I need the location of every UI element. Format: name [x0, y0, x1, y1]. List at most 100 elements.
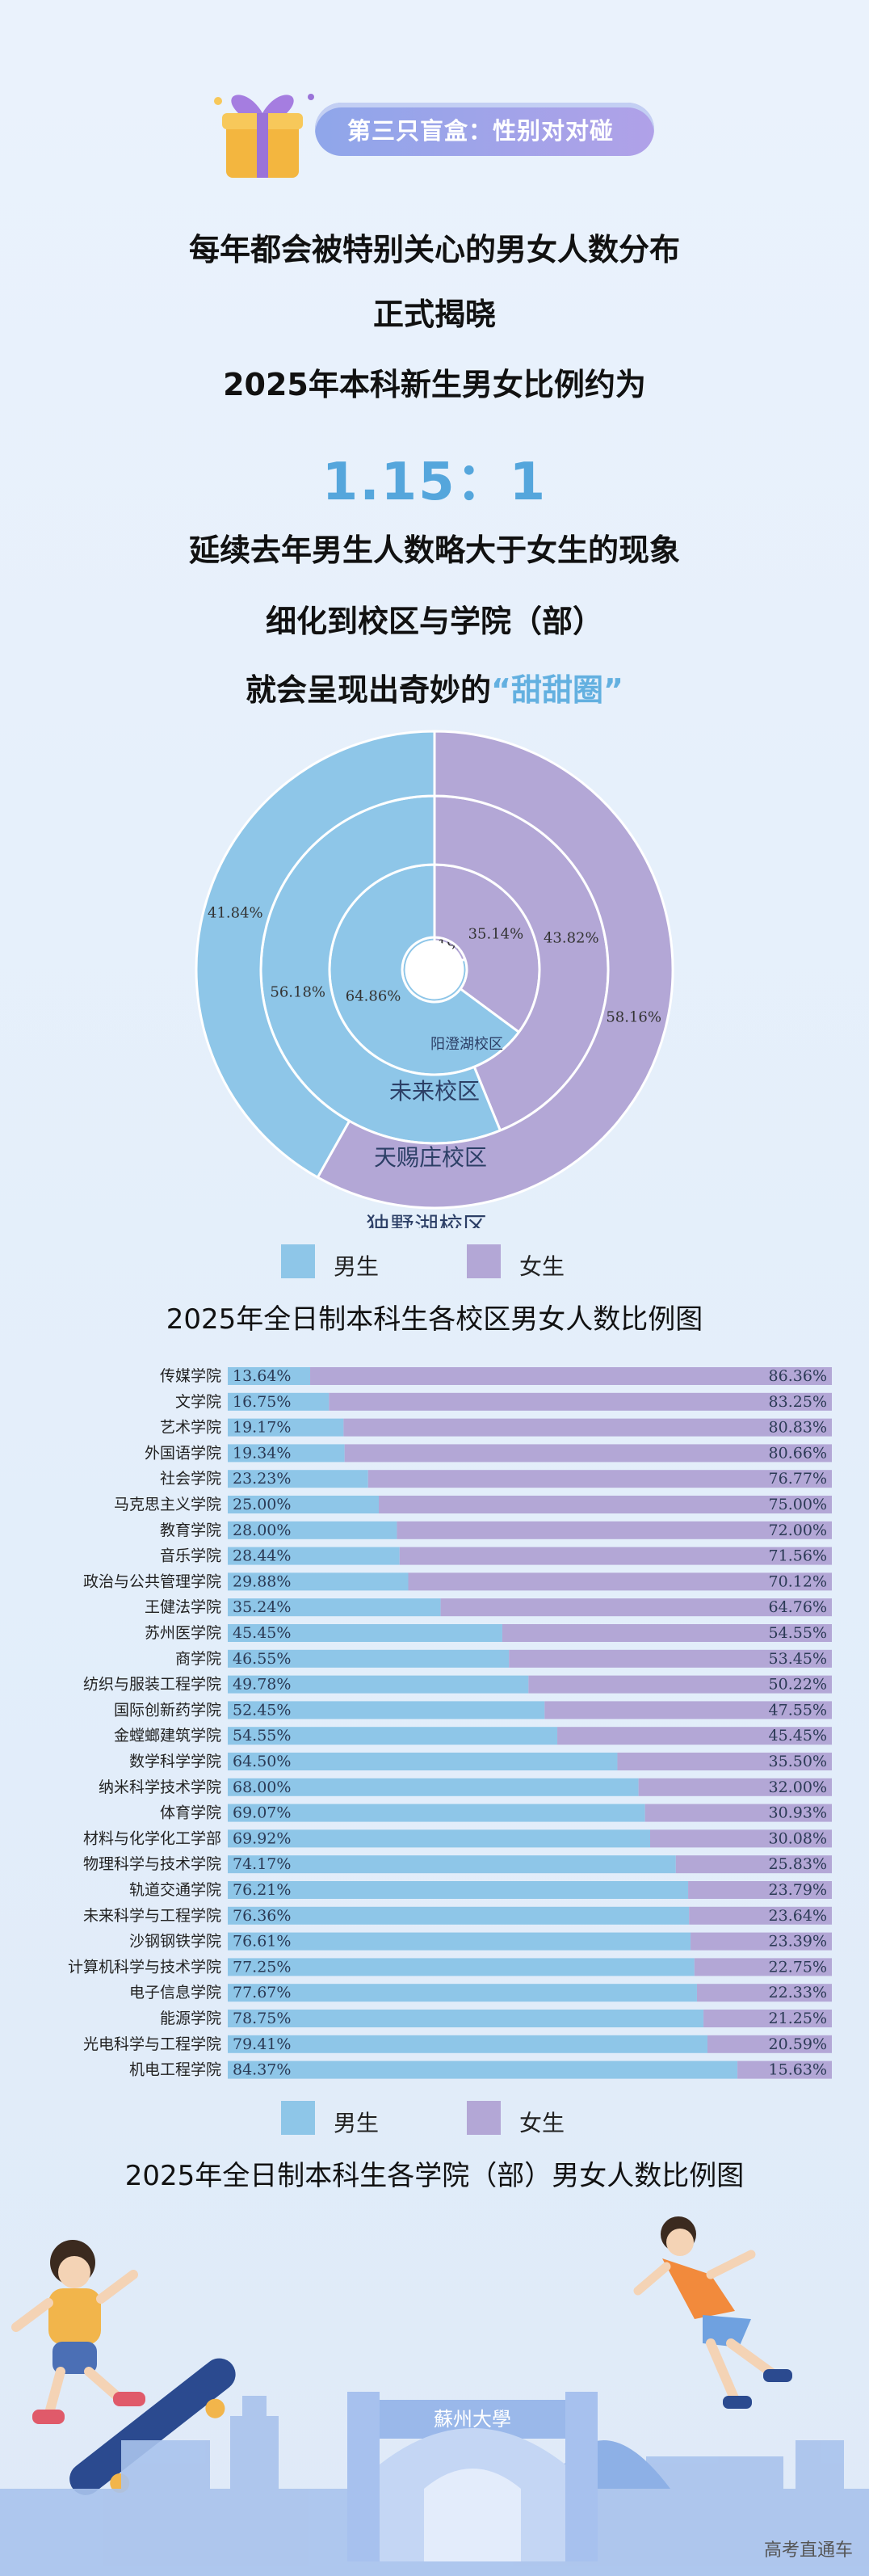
- category-label: 艺术学院: [160, 1419, 221, 1437]
- category-label: 教育学院: [160, 1522, 221, 1539]
- bar-label-male: 78.75%: [233, 2010, 291, 2027]
- bar-female: [694, 1958, 832, 1976]
- bar-row: 机电工程学院 84.37% 15.63%: [129, 2060, 832, 2079]
- category-label: 音乐学院: [160, 1547, 221, 1565]
- bar-female: [617, 1753, 832, 1770]
- bar-row: 未来科学与工程学院 76.36% 23.64%: [83, 1906, 832, 1925]
- donut-label-male: 64.86%: [346, 987, 401, 1004]
- category-label: 王健法学院: [145, 1598, 221, 1616]
- bar-row: 沙钢钢铁学院 76.61% 23.39%: [129, 1932, 832, 1951]
- category-label: 沙钢钢铁学院: [129, 1933, 221, 1951]
- bar-female: [379, 1496, 832, 1513]
- bar-label-male: 29.88%: [233, 1572, 291, 1590]
- bar-row: 电子信息学院 77.67% 22.33%: [129, 1984, 832, 2002]
- intro-line-5: 细化到校区与学院（部）: [265, 604, 603, 639]
- bar-row: 材料与化学化工学部 69.92% 30.08%: [83, 1829, 832, 1848]
- bar-male: [228, 1932, 691, 1951]
- bar-female: [509, 1649, 832, 1668]
- bar-male: [228, 1829, 651, 1848]
- bar-male: [228, 1392, 330, 1411]
- bar-female: [344, 1444, 832, 1463]
- donut-slice-female: [316, 730, 674, 1210]
- bar-male: [228, 1778, 639, 1796]
- bar-female: [696, 1984, 832, 2002]
- intro-line-6-text: 就会呈现出奇妙的: [246, 672, 492, 708]
- bar-label-female: 23.39%: [769, 1933, 827, 1951]
- bar-row: 纳米科学技术学院 68.00% 32.00%: [99, 1778, 832, 1796]
- bar-male: [228, 2035, 707, 2053]
- bar-row: 纺织与服装工程学院 49.78% 50.22%: [83, 1675, 832, 1694]
- bar-row: 马克思主义学院 25.00% 75.00%: [114, 1496, 832, 1513]
- banner-label: 第三只盲盒：性别对对碰: [347, 117, 615, 145]
- bar-label-male: 46.55%: [233, 1650, 291, 1668]
- bar-female: [688, 1881, 832, 1899]
- bar-label-male: 19.34%: [233, 1444, 291, 1462]
- bar-row: 轨道交通学院 76.21% 23.79%: [129, 1881, 832, 1899]
- bar-row: 能源学院 78.75% 21.25%: [160, 2010, 832, 2027]
- bar-female: [544, 1701, 832, 1719]
- bar-label-male: 49.78%: [233, 1676, 291, 1694]
- bar-label-female: 80.83%: [769, 1419, 827, 1437]
- gate-sign: 蘇州大學: [434, 2408, 511, 2431]
- bar-female: [691, 1932, 832, 1951]
- bar-male: [228, 1572, 409, 1591]
- bar-male: [228, 1701, 545, 1719]
- bar-label-female: 20.59%: [769, 2035, 827, 2053]
- bar-male: [228, 1906, 690, 1925]
- runner-illustration: [633, 2216, 792, 2409]
- bar-label-female: 32.00%: [769, 1778, 827, 1796]
- donut-ring-name: 阳澄湖校区: [430, 1036, 503, 1053]
- bar-label-female: 23.64%: [769, 1907, 827, 1925]
- bar-label-male: 28.00%: [233, 1522, 291, 1539]
- bar-row: 商学院 46.55% 53.45%: [175, 1649, 832, 1668]
- category-label: 机电工程学院: [129, 2061, 221, 2079]
- bar-female: [707, 2035, 832, 2053]
- category-label: 纺织与服装工程学院: [83, 1676, 221, 1694]
- bar-female: [399, 1547, 832, 1565]
- bar-label-male: 64.50%: [233, 1753, 291, 1770]
- bar-male: [228, 1470, 368, 1488]
- bar-female: [310, 1367, 832, 1385]
- category-label: 未来科学与工程学院: [83, 1907, 221, 1925]
- category-label: 计算机科学与技术学院: [68, 1958, 221, 1976]
- bar-female: [367, 1470, 833, 1488]
- bar-chart-title: 2025年全日制本科生各学院（部）男女人数比例图: [124, 2160, 745, 2192]
- intro-line-6: 就会呈现出奇妙的“甜甜圈”: [0, 665, 869, 709]
- bar-label-male: 69.92%: [233, 1829, 291, 1847]
- bar-label-female: 76.77%: [769, 1470, 827, 1488]
- skateboarder-illustration: [11, 2240, 236, 2495]
- donut-slice-male: [195, 730, 436, 1180]
- bar-label-female: 75.00%: [769, 1496, 827, 1513]
- bar-male: [228, 1855, 676, 1874]
- category-label: 政治与公共管理学院: [83, 1572, 221, 1590]
- bar-label-male: 76.21%: [233, 1881, 291, 1899]
- bar-female: [675, 1855, 832, 1874]
- bar-label-female: 30.93%: [769, 1804, 827, 1822]
- category-label: 外国语学院: [145, 1444, 221, 1462]
- category-label: 物理科学与技术学院: [83, 1855, 221, 1873]
- bar-row: 外国语学院 19.34% 80.66%: [145, 1444, 832, 1463]
- college-bar-chart: 传媒学院 13.64% 86.36% 文学院 16.75% 83.25% 艺术学院 19.17…: [68, 1367, 833, 2079]
- category-label: 传媒学院: [160, 1367, 221, 1385]
- bar-male: [228, 2060, 738, 2079]
- bar-label-male: 19.17%: [233, 1419, 291, 1437]
- legend-female-label: 女生: [519, 1253, 565, 1280]
- bar-male: [228, 2010, 704, 2027]
- bar-male: [228, 1496, 379, 1513]
- bar-label-female: 45.45%: [769, 1727, 827, 1745]
- donut-label-male: 56.18%: [270, 983, 325, 1000]
- bar-label-male: 16.75%: [233, 1393, 291, 1411]
- bar-label-female: 22.75%: [769, 1958, 827, 1976]
- bar-female: [397, 1521, 832, 1539]
- bar-row: 音乐学院 28.44% 71.56%: [160, 1547, 832, 1565]
- legend-female-swatch: [467, 2101, 501, 2135]
- bar-female: [638, 1778, 832, 1796]
- gender-ratio: 1.15：1: [321, 452, 548, 512]
- campus-donut-chart: 19.83%80.17%35.14%64.86%43.82%56.18%58.1…: [195, 730, 674, 1228]
- bar-row: 计算机科学与技术学院 77.25% 22.75%: [68, 1958, 832, 1976]
- bar-row: 金螳螂建筑学院 54.55% 45.45%: [114, 1727, 832, 1745]
- bar-label-female: 83.25%: [769, 1393, 827, 1411]
- bar-label-female: 35.50%: [769, 1753, 827, 1770]
- watermark: 高考直通车: [763, 2540, 853, 2561]
- category-label: 社会学院: [160, 1470, 221, 1488]
